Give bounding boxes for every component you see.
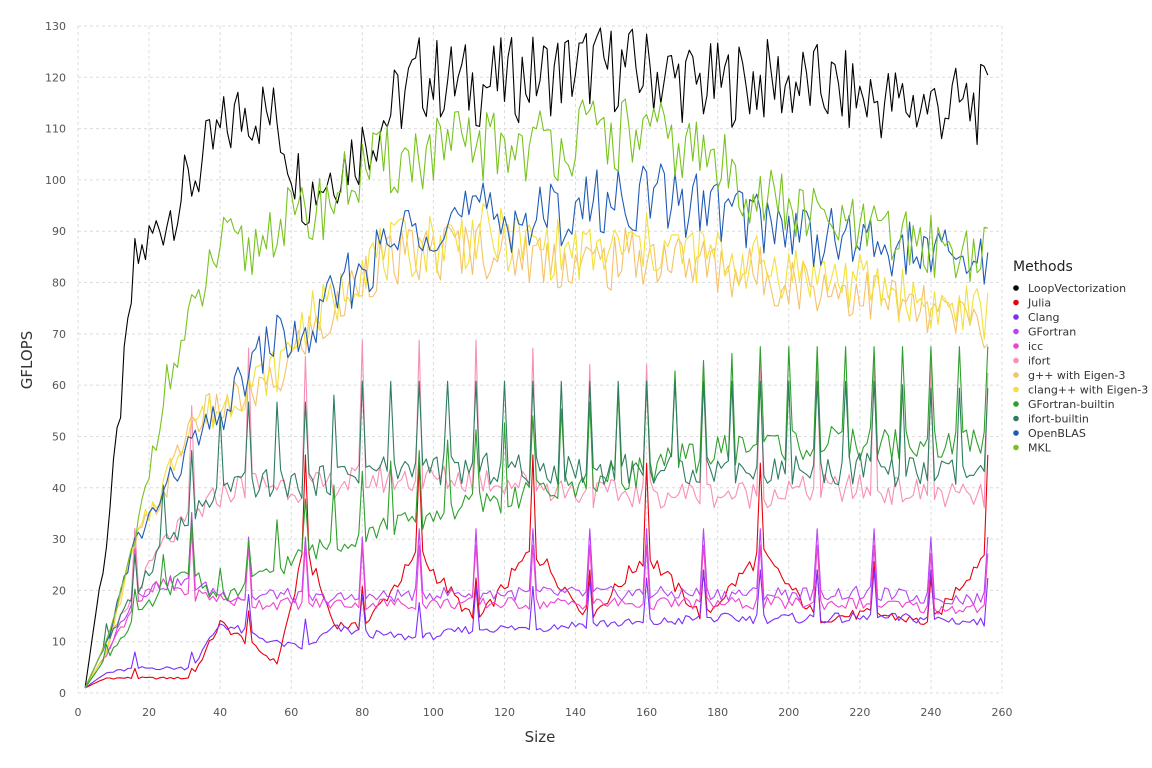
y-axis-ticks: 0 10 20 30 40 50 60 70 80 90 100 110 120 130	[45, 20, 66, 700]
x-tick-label: 0	[75, 706, 82, 719]
x-axis-title: Size	[525, 728, 556, 746]
legend-marker	[1013, 401, 1019, 407]
x-tick-label: 40	[213, 706, 227, 719]
y-tick-label: 10	[52, 636, 66, 649]
series-line-3	[84, 511, 989, 689]
legend-label: ifort	[1028, 355, 1051, 368]
legend-marker	[1013, 444, 1019, 451]
legend-marker	[1013, 430, 1019, 436]
x-tick-label: 180	[707, 706, 728, 719]
y-tick-label: 120	[45, 71, 66, 84]
x-tick-label: 60	[284, 706, 298, 719]
x-tick-label: 220	[849, 706, 870, 719]
x-tick-label: 240	[920, 706, 941, 719]
series-lines	[84, 27, 989, 689]
y-axis-title: GFLOPS	[18, 331, 36, 389]
legend-label: icc	[1028, 340, 1043, 353]
y-tick-label: 60	[52, 379, 66, 392]
legend-label: g++ with Eigen-3	[1028, 369, 1125, 382]
legend-marker	[1013, 299, 1019, 306]
legend-label: GFortran-builtin	[1028, 398, 1115, 411]
legend-label: GFortran	[1028, 326, 1076, 339]
legend-marker	[1013, 386, 1019, 393]
series-line-8	[84, 346, 989, 689]
y-tick-label: 50	[52, 430, 66, 443]
x-tick-label: 20	[142, 706, 156, 719]
legend-label: OpenBLAS	[1028, 427, 1086, 440]
x-tick-label: 140	[565, 706, 586, 719]
series-line-2	[84, 569, 989, 689]
series-line-10	[84, 163, 989, 689]
series-line-7	[84, 203, 989, 689]
legend-title: Methods	[1013, 259, 1073, 275]
series-line-1	[84, 454, 989, 689]
series-line-6	[84, 223, 989, 689]
y-tick-label: 30	[52, 533, 66, 546]
x-tick-label: 120	[494, 706, 515, 719]
legend-label: Julia	[1027, 297, 1051, 310]
y-tick-label: 100	[45, 174, 66, 187]
legend-marker	[1013, 314, 1019, 320]
y-tick-label: 80	[52, 277, 66, 290]
y-tick-label: 20	[52, 584, 66, 597]
x-tick-label: 80	[355, 706, 369, 719]
x-tick-label: 260	[992, 706, 1013, 719]
x-tick-label: 200	[778, 706, 799, 719]
x-axis-ticks: 0 20 40 60 80 100 120 140 160 180 200 220 240 260	[75, 706, 1013, 719]
series-line-11	[84, 98, 988, 689]
legend-marker	[1013, 328, 1019, 335]
legend-marker	[1013, 357, 1019, 364]
legend-label: clang++ with Eigen-3	[1028, 384, 1148, 397]
series-line-9	[84, 380, 989, 689]
x-tick-label: 100	[423, 706, 444, 719]
legend-label: Clang	[1028, 311, 1059, 324]
legend-marker	[1013, 285, 1019, 291]
y-tick-label: 70	[52, 328, 66, 341]
legend-label: LoopVectorization	[1028, 282, 1126, 295]
y-tick-label: 0	[59, 687, 66, 700]
y-tick-label: 130	[45, 20, 66, 33]
y-tick-label: 40	[52, 482, 66, 495]
y-tick-label: 90	[52, 225, 66, 238]
y-tick-label: 110	[45, 123, 66, 136]
legend-label: ifort-builtin	[1028, 413, 1089, 426]
x-tick-label: 160	[636, 706, 657, 719]
legend-marker	[1013, 372, 1019, 378]
series-line-5	[84, 339, 989, 689]
grid	[77, 25, 1003, 694]
legend-label: MKL	[1028, 442, 1052, 455]
series-line-4	[84, 528, 989, 689]
legend-marker	[1013, 343, 1019, 349]
series-line-0	[84, 27, 989, 688]
legend-marker	[1013, 415, 1019, 422]
